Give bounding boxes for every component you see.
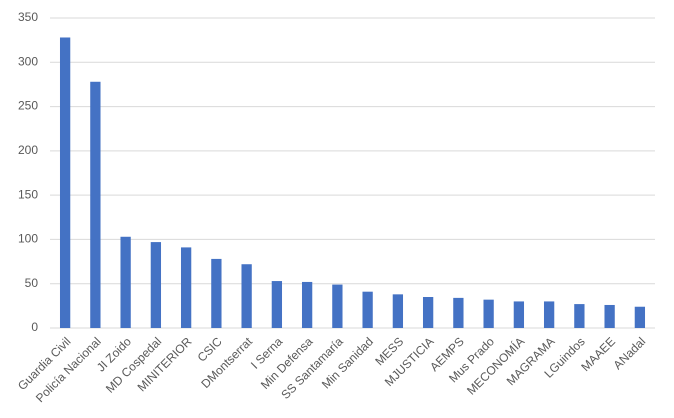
bar xyxy=(90,81,101,329)
y-tick-label: 350 xyxy=(18,10,38,24)
bar xyxy=(120,236,131,328)
bar xyxy=(301,281,313,328)
bar xyxy=(271,281,283,328)
bar xyxy=(483,299,494,328)
y-tick-label: 150 xyxy=(18,187,38,201)
y-tick-label: 50 xyxy=(25,276,39,290)
bar xyxy=(543,301,555,328)
bar xyxy=(241,264,252,328)
y-tick-label: 300 xyxy=(18,54,38,68)
bar xyxy=(211,258,222,328)
bar xyxy=(59,37,71,328)
bar xyxy=(422,297,434,328)
bar xyxy=(362,291,373,328)
bar xyxy=(513,301,525,328)
bar xyxy=(453,297,464,328)
bar xyxy=(574,304,585,328)
bar xyxy=(392,294,404,328)
bar xyxy=(332,284,343,328)
bar xyxy=(150,242,162,328)
y-tick-label: 100 xyxy=(18,232,38,246)
y-tick-label: 250 xyxy=(18,99,38,113)
bar xyxy=(634,306,646,328)
x-tick-label: MAAEE xyxy=(578,334,618,374)
bar xyxy=(604,304,615,328)
y-tick-label: 0 xyxy=(31,320,38,334)
y-tick-label: 200 xyxy=(18,143,38,157)
bar xyxy=(180,247,192,328)
x-tick-label: ANadal xyxy=(611,334,649,372)
